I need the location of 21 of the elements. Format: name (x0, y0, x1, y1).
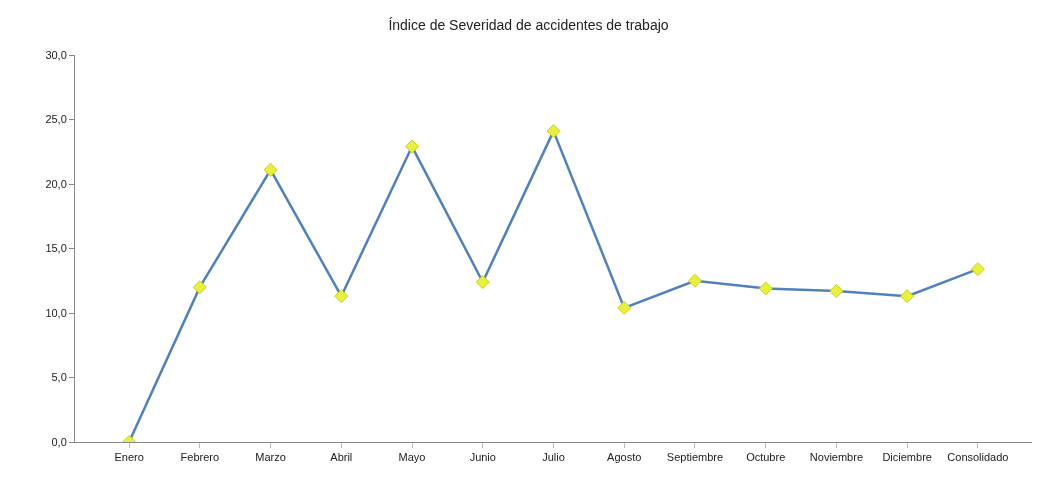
x-tick-label: Diciembre (882, 451, 932, 464)
y-tick-label: 5,0 (51, 371, 67, 384)
y-tick-label: 0,0 (51, 435, 67, 448)
x-tick-label: Junio (469, 451, 496, 464)
x-tick-label: Enero (114, 451, 144, 464)
x-tick-label: Noviembre (809, 451, 864, 464)
x-tick-label: Octubre (746, 451, 786, 464)
x-tick-label: Febrero (180, 451, 220, 464)
x-tick-label: Consolidado (947, 451, 1009, 464)
y-tick-label: 10,0 (45, 306, 67, 319)
chart-title: Índice de Severidad de accidentes de trabajo (388, 16, 669, 33)
y-tick-label: 30,0 (45, 48, 67, 61)
y-tick-label: 15,0 (45, 242, 67, 255)
y-tick-label: 20,0 (45, 177, 67, 190)
x-tick-label: Julio (542, 451, 565, 464)
x-tick-label: Mayo (398, 451, 426, 464)
x-tick-label: Abril (330, 451, 353, 464)
x-tick-label: Agosto (607, 451, 642, 464)
x-tick-label: Septiembre (666, 451, 724, 464)
x-tick-label: Marzo (255, 451, 286, 464)
y-tick-label: 25,0 (45, 113, 67, 126)
